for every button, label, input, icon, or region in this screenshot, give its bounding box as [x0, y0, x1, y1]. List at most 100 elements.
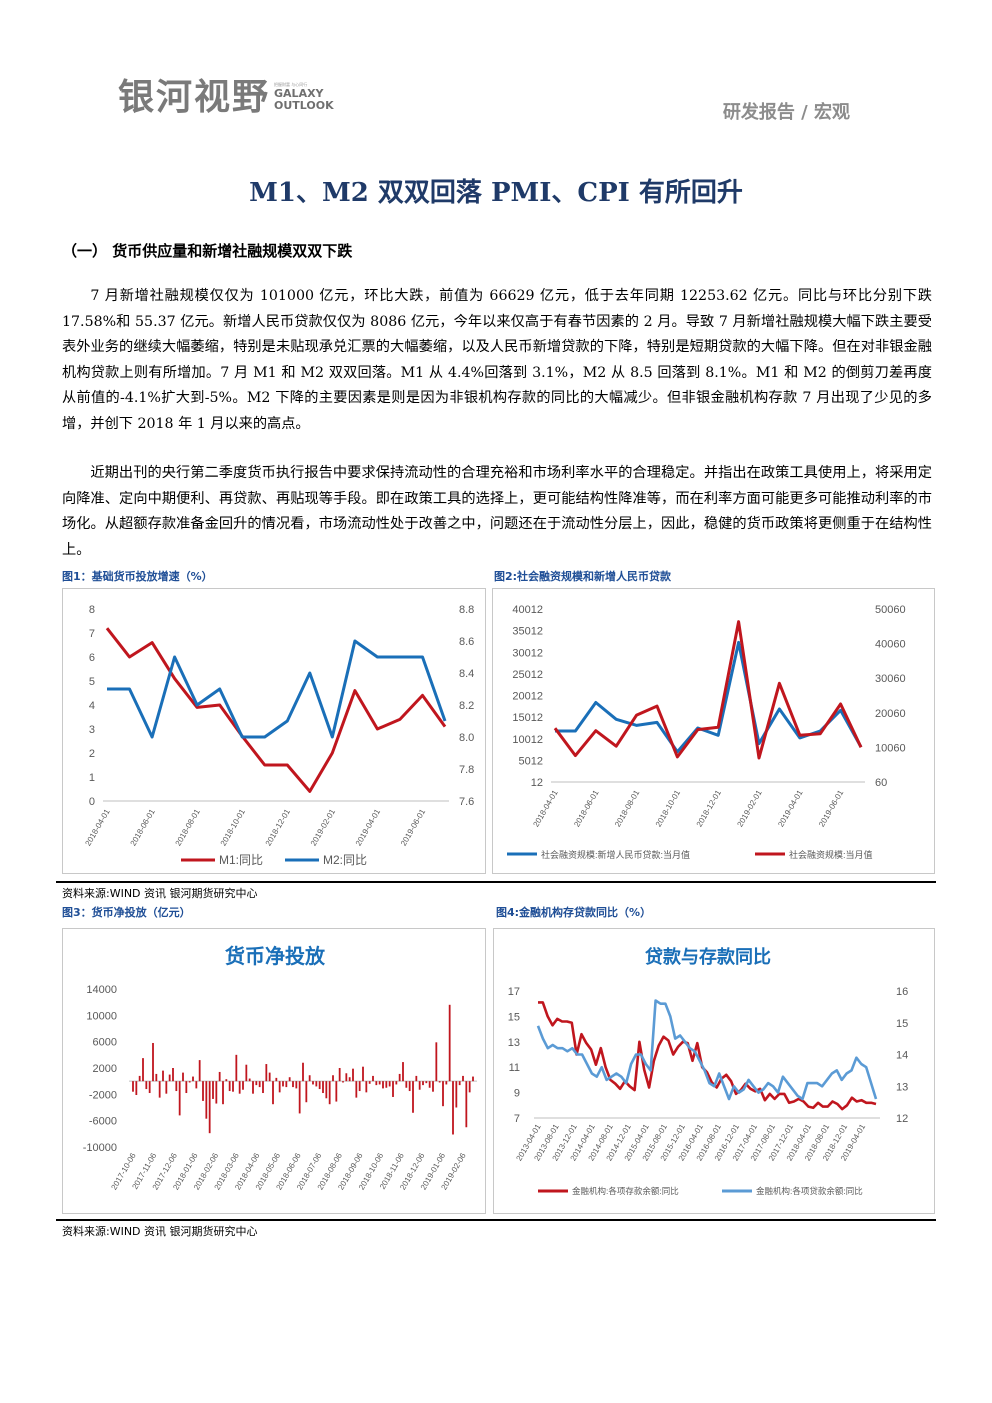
right-tick-label: 8.0: [459, 732, 474, 744]
bar: [302, 1062, 304, 1082]
bar: [228, 1081, 231, 1092]
paragraph-2: 近期出刊的央行第二季度货币执行报告中要求保持流动性的合理充裕和市场利率水平的合理…: [62, 465, 932, 558]
bar: [312, 1081, 314, 1085]
left-tick-label: 13: [508, 1037, 520, 1049]
bar: [368, 1081, 371, 1084]
bar: [378, 1081, 381, 1085]
x-tick-label: 2018-06-01: [129, 807, 158, 847]
bar: [345, 1073, 348, 1082]
right-tick-label: 40060: [875, 639, 906, 651]
left-tick-label: 7: [514, 1113, 520, 1125]
bar: [455, 1081, 458, 1108]
bar: [425, 1081, 428, 1084]
x-tick-label: 2018-10-01: [219, 807, 248, 847]
series-line-2: [536, 999, 878, 1101]
bar: [182, 1072, 184, 1082]
bar: [282, 1081, 284, 1087]
x-tick-label: 2018-04-01: [83, 807, 112, 847]
fig3-chart: 货币净投放140001000060002000-2000-6000-100002…: [83, 944, 477, 1191]
bar: [198, 1060, 201, 1082]
bar: [158, 1081, 161, 1098]
fig2-panel: 40012 35012 30012 25012 20012 15012 10012 5012 1…: [492, 588, 935, 874]
bar: [355, 1081, 358, 1098]
bar: [172, 1068, 174, 1082]
left-tick-label: 8: [89, 604, 95, 616]
fig3-panel: 货币净投放 14000 10000 6000 2000 -2000 -6000 -10000 2…: [62, 928, 486, 1214]
bar: [292, 1081, 294, 1088]
divider-2: [56, 1219, 936, 1221]
x-tick-label: 2019-04-01: [354, 807, 383, 847]
bar: [268, 1072, 271, 1082]
chart-title: 货币净投放: [225, 944, 326, 968]
logo-en-line1: GALAXY: [274, 87, 324, 100]
legend-label-1: M1:同比: [219, 853, 263, 867]
bar: [405, 1081, 408, 1088]
bar: [215, 1081, 218, 1104]
bar: [142, 1058, 144, 1082]
bar: [138, 1075, 141, 1082]
bar: [412, 1081, 414, 1113]
bar: [445, 1081, 448, 1085]
right-tick-label: 7.6: [459, 796, 474, 808]
fig3-caption: 图3：货币净投放（亿元）: [62, 906, 191, 919]
legend-label-1: 金融机构:各项存款余额:同比: [572, 1186, 679, 1196]
left-tick-label: 10012: [512, 734, 543, 746]
x-tick-label: 2019-06-01: [817, 788, 846, 828]
legend-label-2: M2:同比: [323, 853, 367, 867]
right-tick-label: 16: [896, 986, 908, 998]
left-tick-label: 4: [89, 700, 95, 712]
bar: [132, 1081, 134, 1092]
left-tick-label: 5: [89, 676, 95, 688]
bar: [468, 1081, 471, 1093]
left-tick-label: 7: [89, 628, 95, 640]
right-tick-label: 15: [896, 1018, 908, 1030]
x-tick-label: 2019-02-01: [735, 788, 764, 828]
series-line-2: [107, 639, 447, 739]
bar: [428, 1081, 431, 1088]
bar: [432, 1081, 434, 1092]
left-tick-label: 12: [531, 777, 543, 789]
x-tick-label: 2018-08-01: [174, 807, 203, 847]
report-tag: 研发报告 / 宏观: [722, 102, 850, 123]
bar: [152, 1042, 154, 1082]
section-heading: （一） 货币供应量和新增社融规模双双下跌: [62, 242, 353, 260]
y-tick-label: 10000: [86, 1010, 117, 1022]
left-tick-label: 1: [89, 772, 95, 784]
y-tick-label: -6000: [89, 1116, 117, 1128]
x-tick-label: 2019-06-01: [399, 807, 428, 847]
bar: [222, 1081, 224, 1105]
right-tick-label: 30060: [875, 673, 906, 685]
legend-label-2: 金融机构:各项贷款余额:同比: [756, 1186, 863, 1196]
fig1-caption: 图1：基础货币投放增速（%）: [62, 570, 213, 583]
bar: [208, 1081, 211, 1134]
right-tick-label: 7.8: [459, 764, 474, 776]
bar: [465, 1081, 468, 1128]
bar: [175, 1081, 178, 1092]
bar: [185, 1081, 188, 1094]
bar: [242, 1081, 244, 1090]
paragraph-1: 7 月新增社融规模仅仅为 101000 亿元，环比大跌，前值为 66629 亿元…: [62, 288, 932, 432]
right-tick-label: 20060: [875, 708, 906, 720]
bar: [205, 1081, 208, 1119]
bar: [258, 1081, 261, 1088]
left-tick-label: 15: [508, 1011, 520, 1023]
bar: [225, 1079, 228, 1082]
source-note-2: 资料来源:WIND 资讯 银河期货研究中心: [62, 1225, 258, 1238]
bar: [328, 1081, 331, 1105]
bar: [248, 1078, 251, 1082]
bar: [148, 1081, 151, 1094]
left-tick-label: 20012: [512, 691, 543, 703]
bar: [178, 1081, 181, 1116]
right-tick-label: 8.8: [459, 604, 474, 616]
x-tick-label: 2018-08-01: [613, 788, 642, 828]
bar: [168, 1074, 171, 1082]
right-tick-label: 12: [896, 1113, 908, 1125]
bar: [202, 1081, 204, 1101]
bar: [448, 1004, 451, 1082]
right-tick-label: 8.2: [459, 700, 474, 712]
page-title: M1、M2 双双回落 PMI、CPI 有所回升: [249, 178, 743, 208]
left-tick-label: 40012: [512, 604, 543, 616]
x-tick-label: 2019-04-01: [776, 788, 805, 828]
bar: [325, 1081, 328, 1099]
logo-text: 银河视野: [118, 77, 271, 118]
